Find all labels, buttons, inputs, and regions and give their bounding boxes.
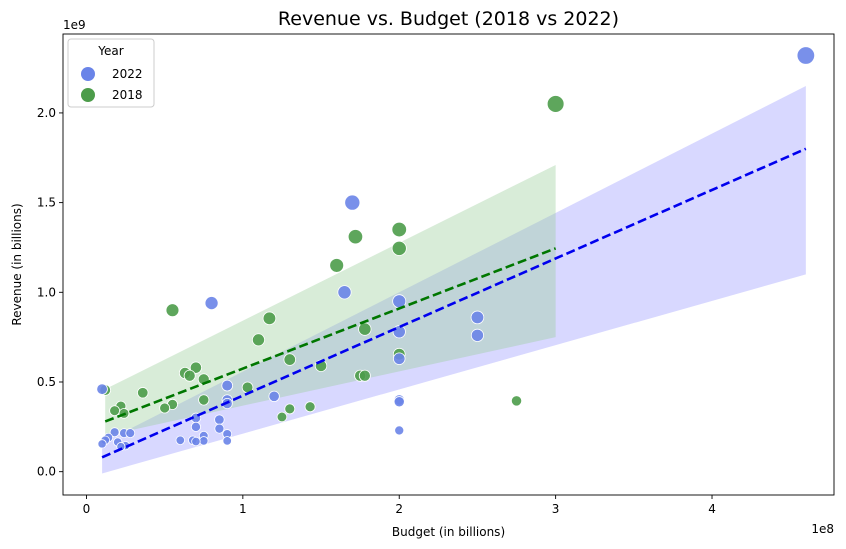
data-point-2018 bbox=[329, 258, 345, 273]
data-point-2018 bbox=[347, 229, 364, 245]
legend-label-2018: 2018 bbox=[112, 88, 143, 102]
data-point-2018 bbox=[304, 401, 316, 413]
data-point-2022 bbox=[214, 414, 225, 425]
data-point-2018 bbox=[137, 387, 149, 399]
data-point-2022 bbox=[393, 396, 405, 408]
data-point-2018 bbox=[284, 403, 296, 415]
x-tick-label: 3 bbox=[552, 502, 560, 516]
data-point-2018 bbox=[165, 303, 180, 318]
data-point-2022 bbox=[190, 421, 201, 432]
data-point-2018 bbox=[159, 402, 171, 414]
data-point-2022 bbox=[199, 436, 209, 446]
data-point-2022 bbox=[796, 46, 816, 65]
legend-label-2022: 2022 bbox=[112, 67, 143, 81]
data-point-2018 bbox=[510, 395, 523, 407]
x-tick-label: 0 bbox=[83, 502, 91, 516]
y-tick-label: 0.0 bbox=[37, 465, 56, 479]
y-axis-label: Revenue (in billions) bbox=[10, 203, 24, 325]
trendline-2022 bbox=[101, 147, 807, 459]
data-point-2022 bbox=[470, 310, 485, 325]
data-point-2022 bbox=[470, 328, 484, 342]
plot-area bbox=[96, 46, 816, 474]
data-point-2018 bbox=[391, 221, 407, 238]
data-point-2018 bbox=[109, 405, 120, 417]
data-point-2022 bbox=[96, 383, 108, 395]
data-point-2018 bbox=[283, 353, 296, 366]
data-point-2018 bbox=[198, 394, 210, 406]
y-tick-label: 1.5 bbox=[37, 196, 56, 210]
legend-marker-2018 bbox=[81, 88, 95, 102]
y-tick-label: 0.5 bbox=[37, 375, 56, 389]
data-point-2022 bbox=[221, 379, 234, 392]
legend-title: Year bbox=[97, 44, 123, 58]
data-point-2022 bbox=[204, 296, 219, 311]
data-point-2022 bbox=[191, 436, 201, 447]
data-point-2018 bbox=[276, 411, 288, 423]
data-point-2018 bbox=[189, 361, 203, 374]
data-point-2022 bbox=[97, 439, 107, 449]
confidence-band-2022 bbox=[102, 86, 806, 474]
data-point-2022 bbox=[222, 436, 232, 446]
y-tick-label: 2.0 bbox=[37, 106, 56, 120]
data-point-2022 bbox=[109, 427, 120, 438]
data-point-2018 bbox=[391, 240, 407, 256]
data-point-2018 bbox=[546, 95, 565, 113]
x-tick-label: 4 bbox=[708, 502, 716, 516]
data-point-2022 bbox=[125, 428, 136, 439]
axes-frame bbox=[62, 33, 835, 496]
data-point-2022 bbox=[394, 425, 405, 436]
data-point-2022 bbox=[268, 390, 280, 402]
data-point-2022 bbox=[175, 435, 185, 445]
data-point-2018 bbox=[358, 369, 371, 382]
legend-marker-2022 bbox=[81, 67, 95, 81]
x-tick-label: 1 bbox=[239, 502, 247, 516]
confidence-band-2018 bbox=[105, 164, 556, 436]
legend: Year 2022 2018 bbox=[67, 38, 155, 108]
axes: 0 1 2 3 4 0.0 0.5 1.0 1.5 2.0 bbox=[37, 106, 716, 516]
y-tick-label: 1.0 bbox=[37, 285, 56, 299]
x-axis-offset-text: 1e8 bbox=[811, 522, 834, 536]
y-axis-offset-text: 1e9 bbox=[63, 18, 86, 32]
data-point-2018 bbox=[251, 333, 265, 347]
x-axis-label: Budget (in billions) bbox=[392, 525, 505, 539]
data-point-2022 bbox=[393, 352, 406, 365]
trendline-2018 bbox=[104, 247, 557, 423]
x-tick-label: 2 bbox=[395, 502, 403, 516]
data-point-2022 bbox=[214, 423, 225, 434]
data-point-2018 bbox=[262, 311, 277, 326]
data-point-2022 bbox=[337, 285, 352, 300]
data-point-2018 bbox=[358, 322, 372, 336]
chart-title: Revenue vs. Budget (2018 vs 2022) bbox=[278, 8, 619, 30]
data-point-2022 bbox=[392, 325, 406, 339]
data-point-2022 bbox=[344, 194, 361, 211]
data-point-2018 bbox=[183, 369, 196, 382]
